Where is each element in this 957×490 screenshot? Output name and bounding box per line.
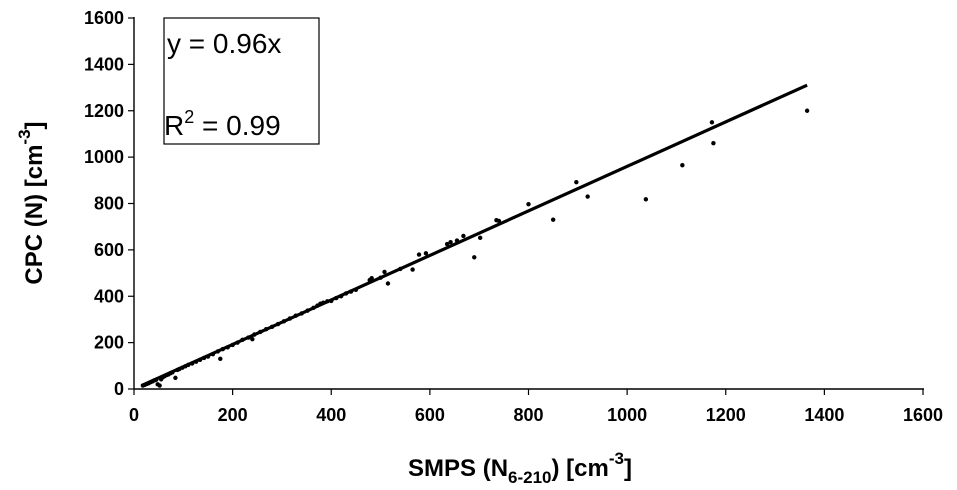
data-point (218, 356, 223, 362)
data-point (385, 281, 391, 286)
fit-line (140, 83, 808, 388)
y-tick-label: 1200 (84, 101, 124, 121)
r-squared-label: R2 = 0.99 (164, 107, 281, 141)
x-tick-label: 1600 (903, 405, 943, 425)
y-axis-title-main: CPC (N) [cm (21, 145, 48, 285)
data-point (680, 163, 685, 168)
data-point (526, 201, 531, 207)
data-point (496, 218, 502, 224)
data-point (472, 255, 477, 260)
data-point (709, 120, 715, 125)
y-tick-label: 200 (94, 333, 124, 353)
x-tick-label: 600 (415, 405, 445, 425)
data-point (369, 275, 374, 281)
x-axis-title: SMPS (N6-210) [cm-3] (408, 449, 632, 487)
r-squared-superscript: 2 (184, 107, 194, 127)
y-axis-title: CPC (N) [cm-3] (15, 121, 48, 284)
y-tick-label: 1000 (84, 147, 124, 167)
y-tick-label: 0 (114, 379, 124, 399)
data-point (250, 336, 255, 342)
x-tick-label: 1400 (804, 405, 844, 425)
y-tick-label: 800 (94, 194, 124, 214)
y-axis-title-superscript: -3 (15, 129, 34, 144)
x-axis-title-end: ] (624, 455, 632, 482)
data-point (550, 217, 556, 222)
data-point (448, 240, 453, 245)
fit-equation: y = 0.96x (167, 28, 281, 59)
data-point (574, 179, 579, 185)
x-tick-label: 1200 (706, 405, 746, 425)
fit-line-group (140, 83, 808, 388)
r-squared-value: = 0.99 (194, 110, 280, 141)
data-point (585, 194, 590, 199)
data-point (711, 141, 716, 146)
data-point (804, 108, 810, 113)
x-tick-label: 400 (316, 405, 346, 425)
x-tick-label: 800 (513, 405, 543, 425)
y-tick-label: 600 (94, 240, 124, 260)
x-tick-label: 1000 (607, 405, 647, 425)
data-point (477, 235, 483, 241)
x-axis-title-superscript: -3 (609, 449, 624, 468)
ticks: 0 200 400 600 800 1000 1200 1400 1600 0 200 400 600 8… (84, 8, 943, 425)
data-points (140, 108, 810, 388)
x-axis-title-main: SMPS (N (408, 455, 508, 482)
annotation-box: y = 0.96x R2 = 0.99 (163, 17, 320, 145)
data-point (416, 252, 422, 257)
x-tick-label: 200 (218, 405, 248, 425)
x-axis-title-middle: ) [cm (552, 455, 609, 482)
data-point (157, 383, 162, 388)
y-tick-label: 1600 (84, 8, 124, 28)
x-tick-label: 0 (129, 405, 139, 425)
data-point (173, 375, 178, 381)
annotation-frame (163, 17, 320, 145)
data-point (461, 233, 466, 239)
data-point (382, 269, 387, 275)
x-axis-title-subscript: 6-210 (508, 468, 551, 487)
r-squared-prefix: R (164, 110, 184, 141)
data-point (444, 241, 450, 247)
data-point (423, 251, 429, 256)
data-point (410, 267, 415, 272)
y-tick-label: 1400 (84, 54, 124, 74)
y-tick-label: 400 (94, 286, 124, 306)
y-axis-title-end: ] (21, 121, 48, 129)
data-point (643, 197, 649, 202)
